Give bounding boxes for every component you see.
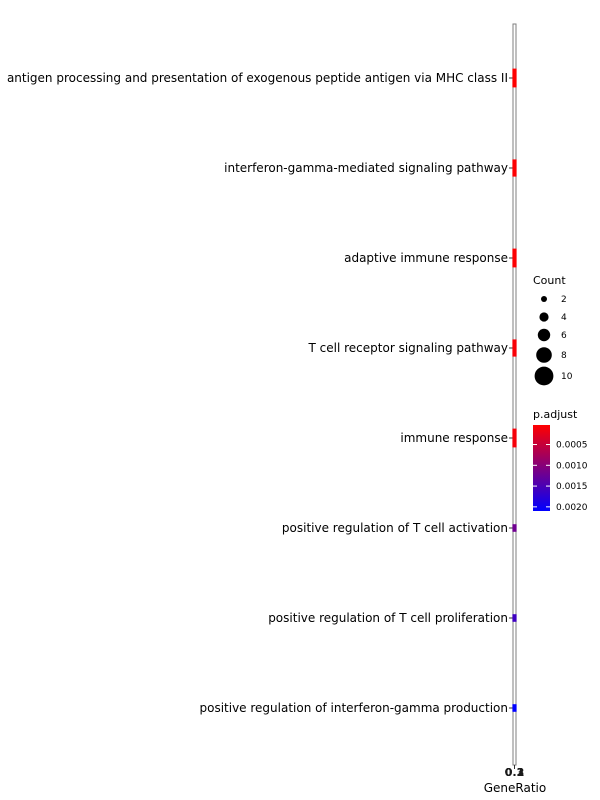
x-tick-label: 0.1 xyxy=(505,766,525,779)
data-point xyxy=(512,524,517,532)
term-label: antigen processing and presentation of e… xyxy=(7,71,508,85)
term-label: interferon-gamma-mediated signaling path… xyxy=(224,161,508,175)
term-labels: antigen processing and presentation of e… xyxy=(7,71,508,715)
plot-panel xyxy=(512,23,517,766)
legend-padjust-colorbar xyxy=(533,425,550,511)
term-label: positive regulation of interferon-gamma … xyxy=(200,701,509,715)
data-point xyxy=(512,248,517,268)
legend-count-key xyxy=(537,328,551,342)
term-label: adaptive immune response xyxy=(344,251,508,265)
term-label: immune response xyxy=(400,431,508,445)
legend-padjust-label: 0.0020 xyxy=(556,503,588,513)
legend-padjust-label: 0.0010 xyxy=(556,461,588,471)
legend-count-label: 10 xyxy=(561,372,573,382)
legend-count-title: Count xyxy=(533,274,566,287)
term-label: positive regulation of T cell activation xyxy=(282,521,508,535)
legend-count-label: 6 xyxy=(561,331,567,341)
legend-count-label: 2 xyxy=(561,295,567,305)
x-axis-label: GeneRatio xyxy=(484,781,546,795)
legend-padjust-title: p.adjust xyxy=(533,408,578,421)
legend-padjust-label: 0.0015 xyxy=(556,482,588,492)
data-point xyxy=(512,68,517,88)
data-point xyxy=(512,339,517,357)
term-label: positive regulation of T cell proliferat… xyxy=(268,611,508,625)
legend-padjust: p.adjust 0.0005 0.0010 0.0015 0.0020 xyxy=(533,408,588,513)
legend-count-key xyxy=(541,296,547,302)
legend-count-key xyxy=(534,366,554,386)
x-tick-label: 0.2 xyxy=(505,766,525,779)
y-axis-ticks xyxy=(509,77,513,709)
data-point xyxy=(512,614,517,622)
legend-count-key xyxy=(536,347,552,363)
legend-count-label: 4 xyxy=(561,313,567,323)
x-tick-label: 0.3 xyxy=(505,766,525,779)
legend-count: Count 2 4 6 8 10 xyxy=(533,274,573,386)
data-points xyxy=(512,68,517,712)
data-point xyxy=(512,159,517,177)
data-point xyxy=(512,428,517,448)
legend-count-key xyxy=(539,312,549,322)
x-axis: 0.10.20.3 xyxy=(505,765,525,779)
data-point xyxy=(512,704,517,712)
legend-count-label: 8 xyxy=(561,351,567,361)
legend-padjust-label: 0.0005 xyxy=(556,441,588,451)
term-label: T cell receptor signaling pathway xyxy=(308,341,508,355)
